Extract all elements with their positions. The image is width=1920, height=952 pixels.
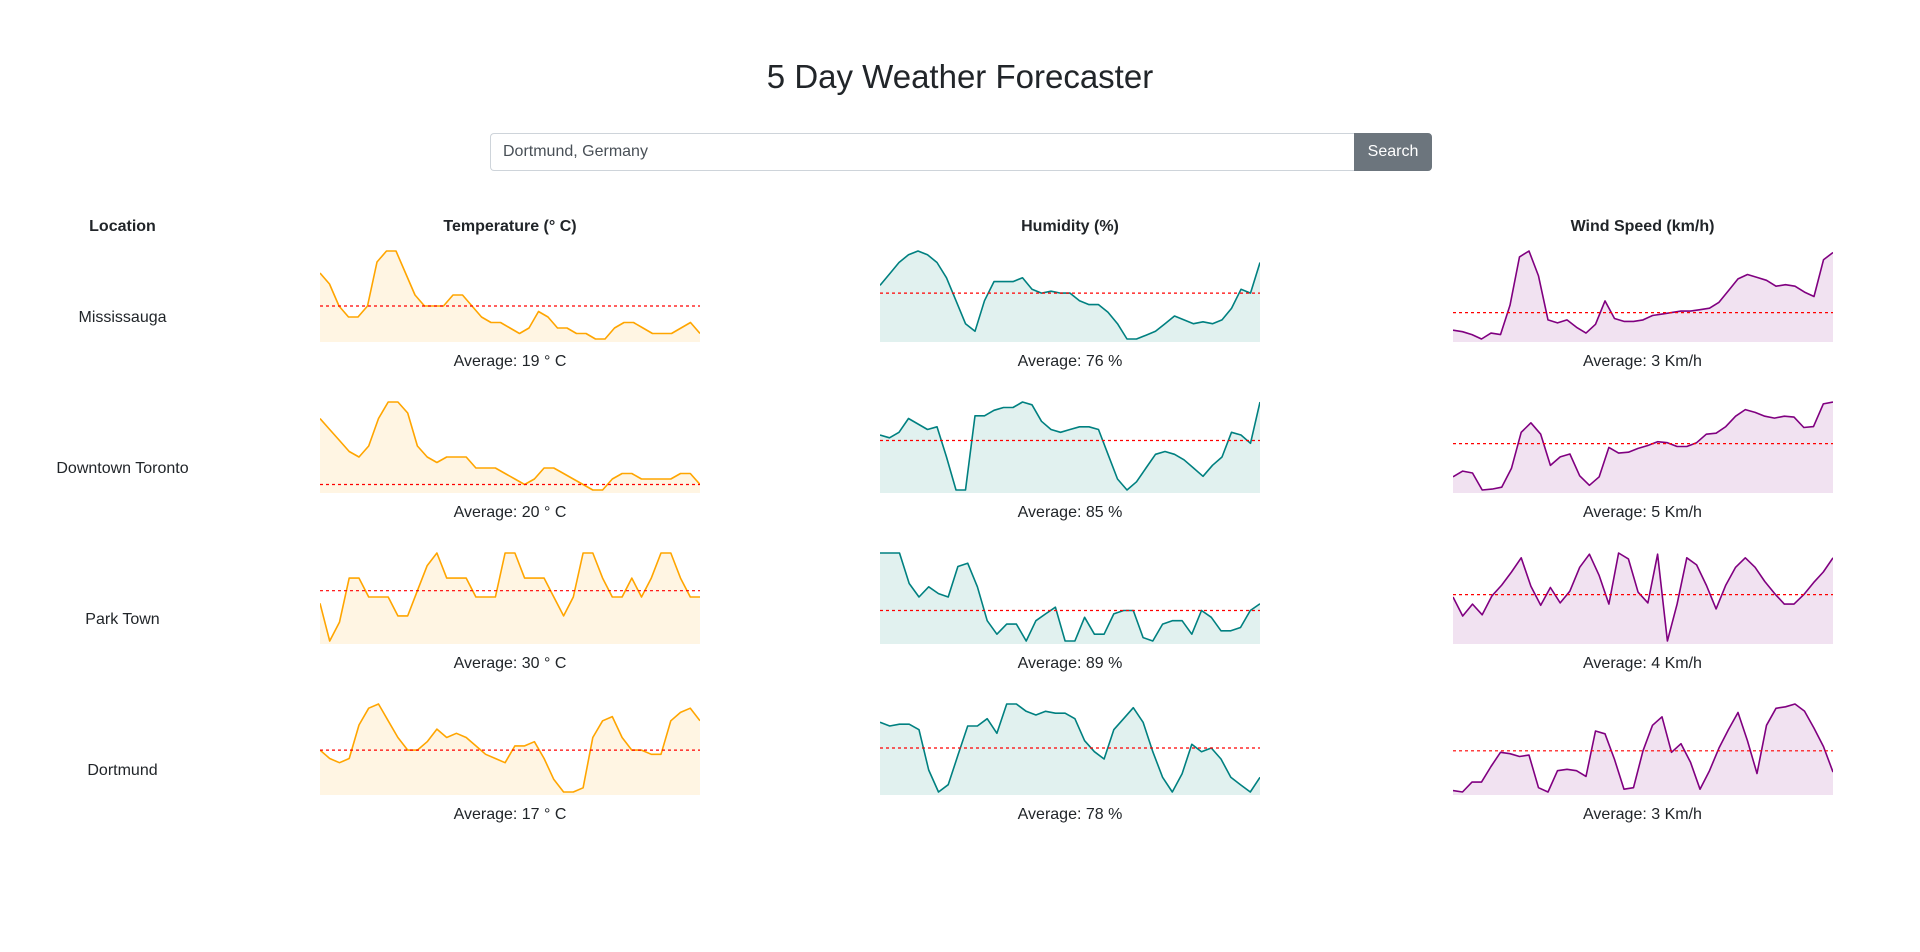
temperature-sparkline: [320, 250, 700, 342]
humidity-average-label: Average: 76 %: [1017, 353, 1123, 370]
wind-cell: Average: 5 Km/h: [1365, 393, 1920, 544]
temperature-sparkline: [320, 552, 700, 644]
humidity-series-line: [880, 552, 1260, 642]
temperature-average-label: Average: 30 ° C: [453, 655, 567, 672]
temperature-series-line: [320, 250, 700, 340]
wind-series-line: [1452, 552, 1833, 642]
humidity-area-fill: [880, 704, 1260, 795]
wind-sparkline: [1452, 401, 1833, 493]
temperature-series-line: [320, 552, 700, 642]
temperature-series-line: [320, 703, 700, 793]
table-header-row: Location Temperature (° C) Humidity (%) …: [0, 212, 1920, 242]
header-location: Location: [89, 218, 156, 235]
humidity-cell: Average: 78 %: [775, 695, 1365, 846]
header-temperature: Temperature (° C): [443, 218, 577, 235]
city-search-input[interactable]: [490, 133, 1354, 171]
temperature-sparkline: [320, 401, 700, 493]
humidity-area-fill: [880, 553, 1260, 644]
humidity-average-label: Average: 78 %: [1017, 806, 1123, 823]
humidity-cell: Average: 89 %: [775, 544, 1365, 695]
temperature-area-fill: [320, 402, 700, 493]
temperature-average-label: Average: 17 ° C: [453, 806, 567, 823]
header-humidity: Humidity (%): [1021, 218, 1119, 235]
humidity-sparkline: [880, 250, 1260, 342]
wind-average-label: Average: 3 Km/h: [1583, 806, 1702, 823]
humidity-average-label: Average: 85 %: [1017, 504, 1123, 521]
wind-average-label: Average: 5 Km/h: [1583, 504, 1702, 521]
forecast-table: Location Temperature (° C) Humidity (%) …: [0, 212, 1920, 846]
humidity-area-fill: [880, 402, 1260, 493]
humidity-cell: Average: 76 %: [775, 242, 1365, 393]
humidity-area-fill: [880, 251, 1260, 342]
temperature-series-line: [320, 401, 700, 491]
humidity-series-line: [880, 703, 1260, 793]
temperature-cell: Average: 19 ° C: [245, 242, 775, 393]
humidity-sparkline: [880, 703, 1260, 795]
wind-sparkline: [1452, 703, 1833, 795]
temperature-area-fill: [320, 704, 700, 795]
table-row: Park Town Average: 30 ° C Average: 89 % Ave…: [0, 544, 1920, 695]
wind-series-line: [1452, 703, 1833, 793]
humidity-average-label: Average: 89 %: [1017, 655, 1123, 672]
temperature-average-label: Average: 20 ° C: [453, 504, 567, 521]
temperature-average-label: Average: 19 ° C: [453, 353, 567, 370]
wind-series-line: [1452, 401, 1833, 491]
wind-cell: Average: 3 Km/h: [1365, 695, 1920, 846]
location-name: Dortmund: [87, 762, 158, 779]
table-row: Mississauga Average: 19 ° C Average: 76 % A…: [0, 242, 1920, 393]
temperature-sparkline: [320, 703, 700, 795]
wind-area-fill: [1452, 251, 1833, 342]
forecast-rows: Mississauga Average: 19 ° C Average: 76 % A…: [0, 242, 1920, 846]
humidity-sparkline: [880, 401, 1260, 493]
wind-sparkline: [1452, 250, 1833, 342]
location-name: Park Town: [85, 611, 160, 628]
wind-average-label: Average: 3 Km/h: [1583, 353, 1702, 370]
location-name: Mississauga: [78, 309, 167, 326]
temperature-area-fill: [320, 553, 700, 644]
wind-sparkline: [1452, 552, 1833, 644]
search-bar: Search: [490, 133, 1432, 171]
humidity-series-line: [880, 250, 1260, 340]
humidity-series-line: [880, 401, 1260, 491]
temperature-cell: Average: 30 ° C: [245, 544, 775, 695]
search-button[interactable]: Search: [1354, 133, 1432, 171]
wind-average-label: Average: 4 Km/h: [1583, 655, 1702, 672]
page-title: 5 Day Weather Forecaster: [766, 58, 1154, 95]
wind-cell: Average: 4 Km/h: [1365, 544, 1920, 695]
wind-area-fill: [1452, 704, 1833, 795]
temperature-cell: Average: 20 ° C: [245, 393, 775, 544]
wind-series-line: [1452, 250, 1833, 340]
temperature-area-fill: [320, 251, 700, 342]
table-row: Dortmund Average: 17 ° C Average: 78 % Aver…: [0, 695, 1920, 846]
wind-cell: Average: 3 Km/h: [1365, 242, 1920, 393]
table-row: Downtown Toronto Average: 20 ° C Average: …: [0, 393, 1920, 544]
header-wind-speed: Wind Speed (km/h): [1570, 218, 1715, 235]
humidity-cell: Average: 85 %: [775, 393, 1365, 544]
location-name: Downtown Toronto: [56, 460, 189, 477]
humidity-sparkline: [880, 552, 1260, 644]
temperature-cell: Average: 17 ° C: [245, 695, 775, 846]
